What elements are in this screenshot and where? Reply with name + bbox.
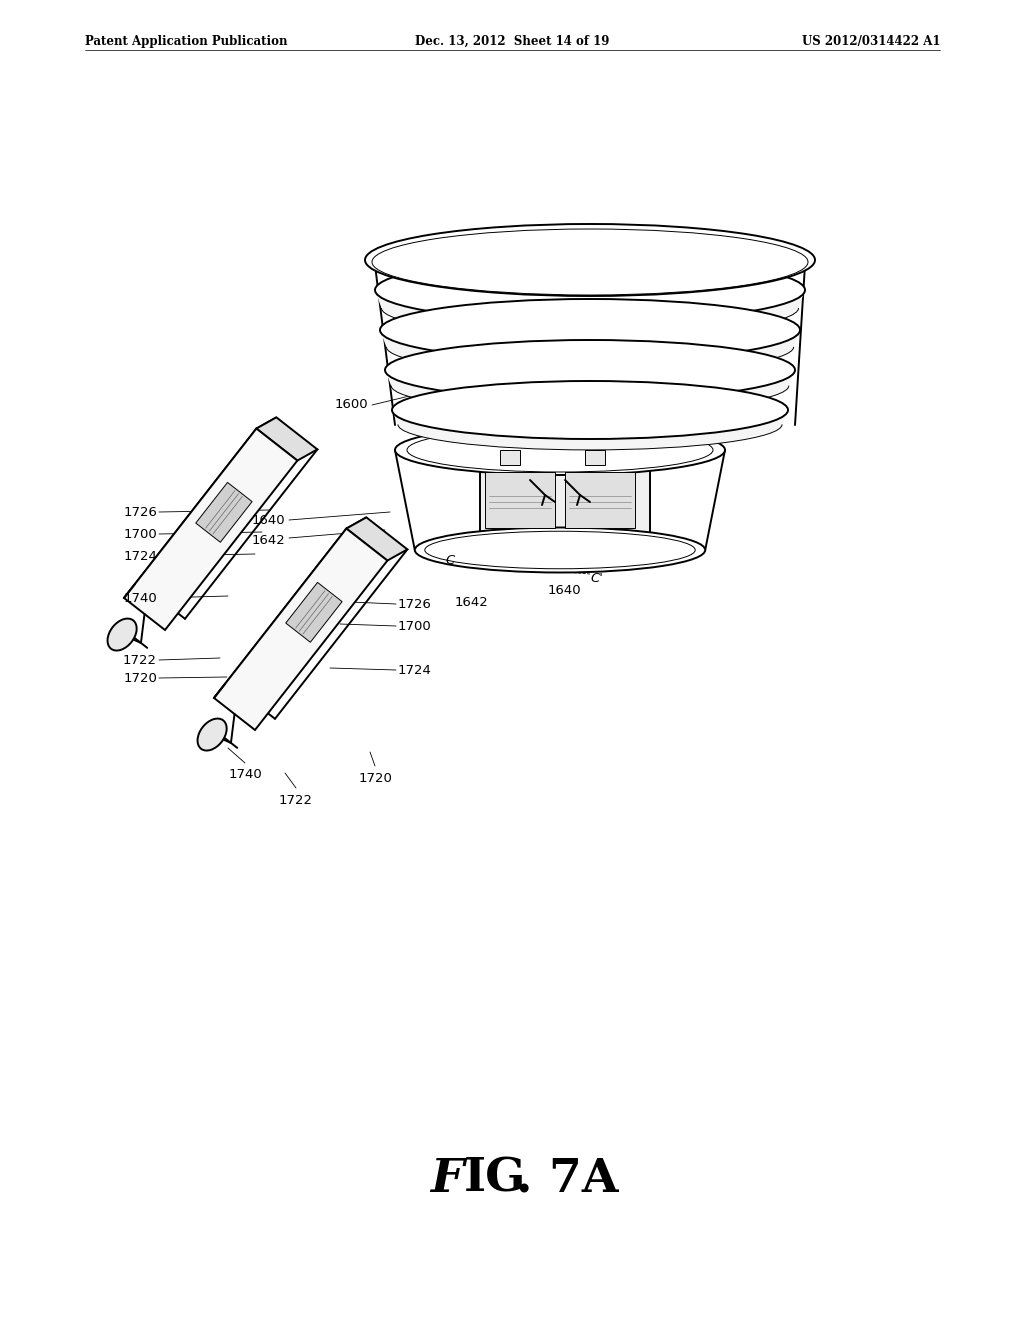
Polygon shape [124,429,297,630]
Ellipse shape [380,300,800,360]
Ellipse shape [407,428,713,473]
Ellipse shape [365,224,815,296]
Polygon shape [385,370,795,412]
Text: 1722: 1722 [279,793,313,807]
Text: . 7A: . 7A [516,1156,618,1203]
Polygon shape [480,465,650,540]
Text: 1720: 1720 [358,771,392,784]
Ellipse shape [375,257,805,322]
Text: 1722: 1722 [123,653,157,667]
Text: Patent Application Publication: Patent Application Publication [85,36,288,48]
Polygon shape [392,411,788,450]
Polygon shape [380,330,800,374]
Text: 1642: 1642 [455,595,488,609]
Text: F: F [430,1156,464,1203]
Polygon shape [256,417,317,461]
Text: C: C [445,553,455,566]
Polygon shape [286,582,342,643]
Text: 1640: 1640 [548,583,582,597]
Polygon shape [214,517,367,698]
Text: 1726: 1726 [123,506,157,519]
Text: IG: IG [464,1156,526,1203]
Ellipse shape [392,381,788,440]
Polygon shape [124,417,276,598]
Ellipse shape [395,425,725,475]
Text: Dec. 13, 2012  Sheet 14 of 19: Dec. 13, 2012 Sheet 14 of 19 [415,36,609,48]
Text: 1724: 1724 [123,549,157,562]
Text: 1726: 1726 [398,598,432,610]
Text: 1642: 1642 [251,533,285,546]
Text: 1740: 1740 [228,768,262,781]
Polygon shape [346,517,408,561]
Text: 1724: 1724 [398,664,432,676]
Text: 1720: 1720 [123,672,157,685]
Ellipse shape [425,531,695,569]
Text: US 2012/0314422 A1: US 2012/0314422 A1 [802,36,940,48]
Polygon shape [214,528,387,730]
Polygon shape [196,482,252,543]
Text: 1700: 1700 [123,528,157,540]
Ellipse shape [415,528,706,573]
Text: 1700: 1700 [398,619,432,632]
Text: 1600: 1600 [335,399,368,412]
Polygon shape [565,473,635,528]
Polygon shape [500,450,520,465]
Polygon shape [375,290,805,337]
Text: 1740: 1740 [123,591,157,605]
Ellipse shape [385,341,795,400]
Ellipse shape [108,619,136,651]
Polygon shape [585,450,605,465]
Text: C': C' [590,572,603,585]
Text: 1640: 1640 [251,513,285,527]
Ellipse shape [198,718,226,751]
Polygon shape [485,473,555,528]
